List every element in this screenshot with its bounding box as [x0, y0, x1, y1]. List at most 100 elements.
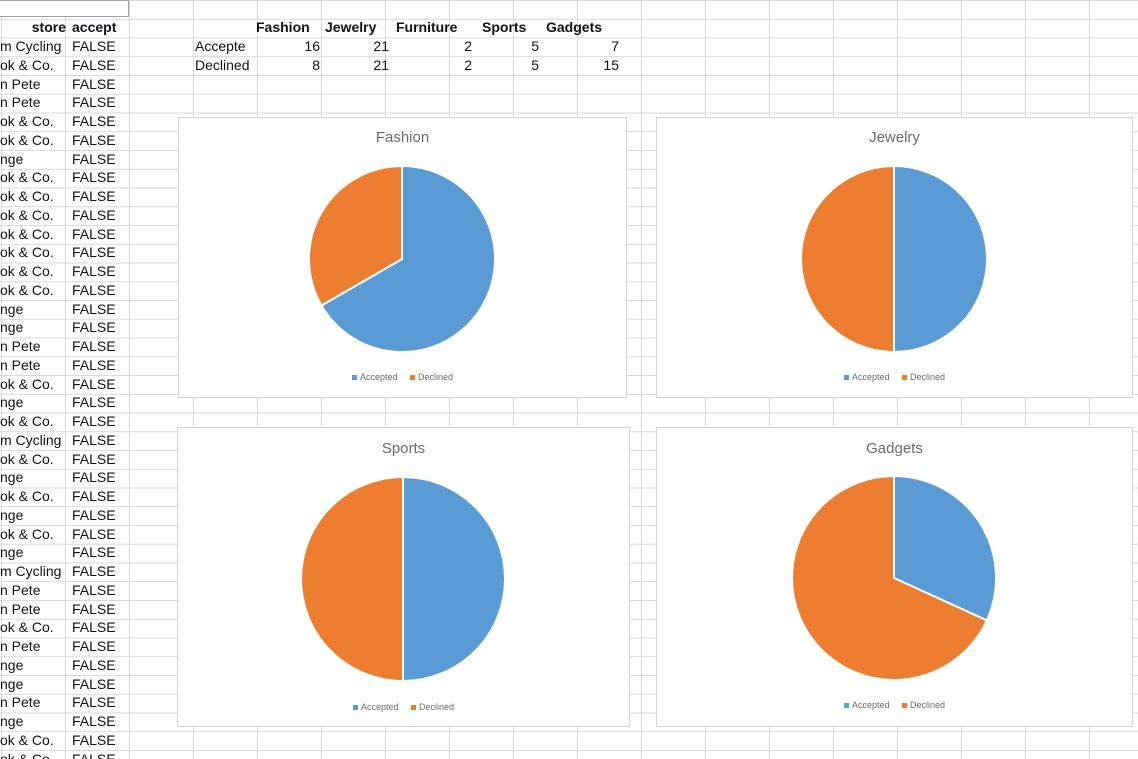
pie-slice-accepted[interactable]	[893, 164, 988, 354]
summary-value-cell[interactable]: 2	[464, 38, 472, 54]
accept-cell[interactable]: FALSE	[72, 356, 116, 373]
summary-value-cell[interactable]: 15	[603, 56, 619, 73]
accept-cell[interactable]: FALSE	[72, 56, 116, 73]
pie-slice-declined[interactable]	[800, 164, 895, 354]
store-cell[interactable]: nge	[0, 300, 24, 317]
name-box[interactable]	[0, 0, 129, 17]
accept-cell[interactable]: FALSE	[72, 263, 116, 279]
summary-value-cell[interactable]: 21	[373, 56, 389, 73]
accept-cell[interactable]: FALSE	[72, 300, 116, 317]
store-cell[interactable]: ok & Co.	[0, 731, 54, 748]
store-cell[interactable]: nge	[0, 656, 24, 673]
summary-value-cell[interactable]: 5	[531, 56, 539, 73]
store-cell[interactable]: n Pete	[0, 694, 41, 711]
store-cell[interactable]: ok & Co.	[0, 206, 54, 223]
accept-cell[interactable]: FALSE	[72, 244, 116, 261]
store-cell[interactable]: ok & Co.	[0, 488, 54, 504]
chart-jewelry[interactable]: Jewelry Accepted Declined	[656, 117, 1133, 398]
accept-cell[interactable]: FALSE	[72, 525, 116, 542]
chart-fashion[interactable]: Fashion Accepted Declined	[178, 117, 627, 398]
accept-cell[interactable]: FALSE	[72, 281, 116, 298]
store-cell[interactable]: m Cycling	[0, 563, 62, 579]
store-cell[interactable]: ok & Co.	[0, 56, 54, 73]
pie-slice-declined[interactable]	[791, 474, 989, 681]
accept-cell[interactable]: FALSE	[72, 394, 116, 411]
accept-cell[interactable]: FALSE	[72, 544, 116, 561]
category-header-fashion[interactable]: Fashion	[256, 19, 310, 35]
store-cell[interactable]: n Pete	[0, 581, 41, 598]
category-header-gadgets[interactable]: Gadgets	[546, 19, 603, 35]
accept-cell[interactable]: FALSE	[72, 169, 116, 186]
accept-cell[interactable]: FALSE	[72, 113, 116, 129]
summary-value-cell[interactable]: 21	[373, 38, 389, 54]
store-cell[interactable]: ok & Co.	[0, 225, 54, 242]
summary-value-cell[interactable]: 16	[304, 38, 320, 54]
accept-cell[interactable]: FALSE	[72, 638, 116, 654]
accept-cell[interactable]: FALSE	[72, 150, 116, 167]
store-cell[interactable]: ok & Co.	[0, 413, 54, 429]
summary-row-label[interactable]: Declined	[195, 56, 250, 73]
store-cell[interactable]: nge	[0, 469, 24, 486]
column-header-accept[interactable]: accept	[72, 19, 117, 35]
accept-cell[interactable]: FALSE	[72, 750, 116, 759]
store-cell[interactable]: m Cycling	[0, 431, 62, 448]
summary-row-label[interactable]: Accepte	[195, 38, 246, 54]
store-cell[interactable]: nge	[0, 150, 24, 167]
category-header-furniture[interactable]: Furniture	[396, 19, 458, 35]
store-cell[interactable]: n Pete	[0, 600, 41, 617]
store-cell[interactable]: ok & Co.	[0, 263, 54, 279]
store-cell[interactable]: nge	[0, 394, 24, 411]
pie-slice-accepted[interactable]	[402, 475, 506, 683]
store-cell[interactable]: ok & Co.	[0, 375, 54, 392]
column-header-store[interactable]: store	[31, 19, 66, 35]
store-cell[interactable]: nge	[0, 506, 24, 523]
accept-cell[interactable]: FALSE	[72, 131, 116, 148]
pie-slice-declined[interactable]	[308, 164, 403, 307]
store-cell[interactable]: nge	[0, 675, 24, 692]
chart-gadgets[interactable]: Gadgets Accepted Declined	[656, 427, 1133, 727]
pie-slice-accepted[interactable]	[320, 164, 496, 353]
accept-cell[interactable]: FALSE	[72, 450, 116, 467]
category-header-jewelry[interactable]: Jewelry	[325, 19, 377, 35]
summary-value-cell[interactable]: 8	[312, 56, 320, 73]
store-cell[interactable]: ok & Co.	[0, 131, 54, 148]
accept-cell[interactable]: FALSE	[72, 488, 116, 504]
accept-cell[interactable]: FALSE	[72, 225, 116, 242]
store-cell[interactable]: nge	[0, 319, 24, 336]
accept-cell[interactable]: FALSE	[72, 600, 116, 617]
store-cell[interactable]: ok & Co.	[0, 281, 54, 298]
summary-value-cell[interactable]: 5	[531, 38, 539, 54]
category-header-sports[interactable]: Sports	[482, 19, 527, 35]
accept-cell[interactable]: FALSE	[72, 375, 116, 392]
chart-sports[interactable]: Sports Accepted Declined	[177, 427, 630, 727]
accept-cell[interactable]: FALSE	[72, 563, 116, 579]
summary-value-cell[interactable]: 7	[611, 38, 619, 54]
accept-cell[interactable]: FALSE	[72, 188, 116, 204]
store-cell[interactable]: n Pete	[0, 638, 41, 654]
store-cell[interactable]: ok & Co.	[0, 619, 54, 636]
summary-value-cell[interactable]: 2	[464, 56, 472, 73]
store-cell[interactable]: nge	[0, 713, 24, 729]
accept-cell[interactable]: FALSE	[72, 94, 116, 111]
store-cell[interactable]: ok & Co.	[0, 525, 54, 542]
accept-cell[interactable]: FALSE	[72, 431, 116, 448]
store-cell[interactable]: ok & Co.	[0, 750, 54, 759]
store-cell[interactable]: ok & Co.	[0, 113, 54, 129]
accept-cell[interactable]: FALSE	[72, 656, 116, 673]
store-cell[interactable]: nge	[0, 544, 24, 561]
accept-cell[interactable]: FALSE	[72, 469, 116, 486]
accept-cell[interactable]: FALSE	[72, 75, 116, 92]
accept-cell[interactable]: FALSE	[72, 338, 116, 354]
store-cell[interactable]: n Pete	[0, 338, 41, 354]
accept-cell[interactable]: FALSE	[72, 731, 116, 748]
pie-slice-declined[interactable]	[300, 475, 404, 683]
store-cell[interactable]: ok & Co.	[0, 244, 54, 261]
pie-slice-accepted[interactable]	[893, 474, 997, 622]
accept-cell[interactable]: FALSE	[72, 581, 116, 598]
accept-cell[interactable]: FALSE	[72, 38, 116, 54]
accept-cell[interactable]: FALSE	[72, 413, 116, 429]
accept-cell[interactable]: FALSE	[72, 694, 116, 711]
accept-cell[interactable]: FALSE	[72, 506, 116, 523]
accept-cell[interactable]: FALSE	[72, 206, 116, 223]
